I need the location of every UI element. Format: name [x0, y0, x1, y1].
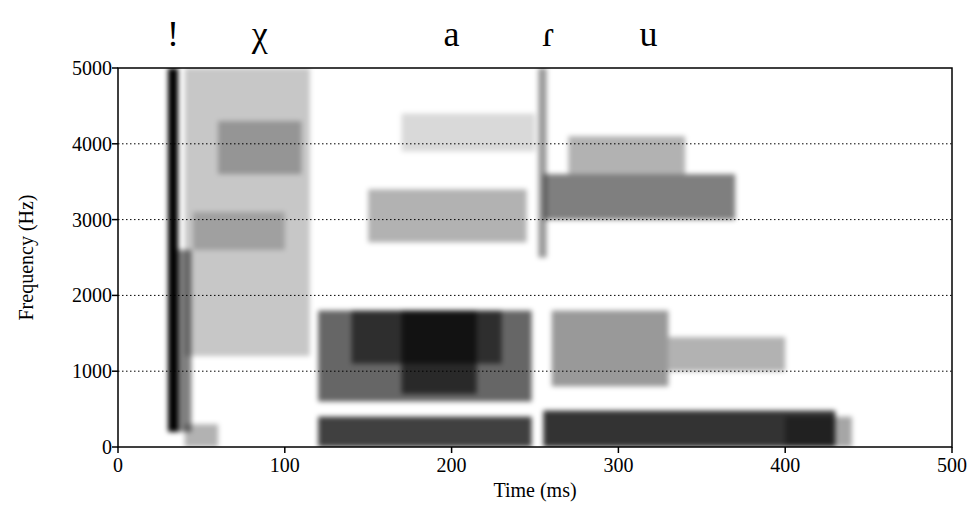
spectral-cell [218, 121, 301, 174]
y-tick-label: 0 [102, 436, 112, 458]
plot-area [168, 68, 852, 447]
x-tick [284, 447, 286, 453]
x-tick [618, 447, 620, 453]
x-tick [451, 447, 453, 453]
segment-label: ɾ [542, 14, 554, 54]
y-tick [112, 219, 118, 221]
y-tick [112, 295, 118, 297]
y-tick-label: 3000 [72, 209, 112, 231]
spectral-cell [368, 189, 526, 242]
x-tick-label: 400 [770, 454, 800, 476]
x-tick [117, 447, 119, 453]
x-tick-label: 200 [437, 454, 467, 476]
chart: 0100200300400500010002000300040005000Tim… [0, 0, 973, 515]
y-tick-label: 4000 [72, 133, 112, 155]
grid-line [118, 295, 952, 296]
segment-label: ! [167, 14, 179, 54]
y-tick-label: 2000 [72, 284, 112, 306]
segment-label: χ [251, 14, 268, 54]
segment-label: u [639, 14, 657, 54]
grid-line [118, 143, 952, 144]
grid-line [118, 219, 952, 220]
y-axis-title: Frequency (Hz) [15, 194, 38, 320]
x-tick [784, 447, 786, 453]
plot-frame [118, 68, 952, 447]
y-tick [112, 370, 118, 372]
spectral-cell [543, 174, 735, 219]
y-tick [112, 67, 118, 69]
cells [168, 68, 852, 447]
spectral-cell [568, 136, 685, 174]
spectral-cell [318, 311, 532, 402]
y-tick [112, 446, 118, 448]
spectral-cell [668, 337, 785, 371]
x-tick [951, 447, 953, 453]
spectral-cell [552, 311, 669, 387]
spectral-cell [168, 68, 178, 432]
y-tick-label: 5000 [72, 57, 112, 79]
x-axis-title: Time (ms) [493, 479, 576, 502]
y-tick [112, 143, 118, 145]
spectral-cell [785, 417, 852, 447]
spectral-cell [538, 68, 546, 258]
x-tick-label: 500 [937, 454, 967, 476]
x-tick-label: 300 [603, 454, 633, 476]
x-tick-label: 0 [113, 454, 123, 476]
spectral-cell [402, 113, 535, 151]
spectral-cell [185, 68, 310, 356]
x-tick-label: 100 [270, 454, 300, 476]
grid-line [118, 371, 952, 372]
spectral-cell [318, 417, 532, 447]
segment-label: a [444, 14, 460, 54]
spectral-cell [193, 212, 285, 250]
y-tick-label: 1000 [72, 360, 112, 382]
spectral-cell [402, 311, 477, 394]
